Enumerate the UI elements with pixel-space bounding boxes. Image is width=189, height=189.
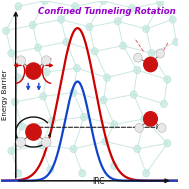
Circle shape bbox=[81, 113, 88, 121]
Circle shape bbox=[144, 57, 157, 72]
Circle shape bbox=[141, 115, 148, 123]
Circle shape bbox=[29, 21, 36, 29]
Text: Energy Barrier: Energy Barrier bbox=[2, 69, 8, 120]
Circle shape bbox=[47, 166, 54, 173]
Circle shape bbox=[63, 38, 70, 46]
Circle shape bbox=[164, 139, 171, 147]
Text: Confined Tunneling Rotation: Confined Tunneling Rotation bbox=[38, 7, 176, 16]
Circle shape bbox=[15, 170, 22, 177]
Circle shape bbox=[128, 5, 136, 12]
Circle shape bbox=[157, 0, 164, 6]
Circle shape bbox=[40, 93, 47, 100]
Circle shape bbox=[102, 138, 109, 145]
Circle shape bbox=[158, 123, 166, 132]
Circle shape bbox=[41, 56, 51, 66]
Circle shape bbox=[134, 53, 142, 62]
Circle shape bbox=[135, 123, 143, 132]
Circle shape bbox=[173, 38, 180, 46]
Circle shape bbox=[26, 124, 41, 140]
Circle shape bbox=[2, 27, 10, 34]
Circle shape bbox=[18, 123, 26, 130]
Circle shape bbox=[111, 121, 118, 128]
Circle shape bbox=[134, 145, 141, 153]
Circle shape bbox=[16, 56, 26, 66]
Circle shape bbox=[26, 63, 41, 79]
Circle shape bbox=[100, 96, 107, 104]
Text: IRC: IRC bbox=[92, 177, 105, 186]
Circle shape bbox=[41, 0, 49, 5]
Circle shape bbox=[156, 49, 164, 58]
Circle shape bbox=[91, 48, 98, 55]
Circle shape bbox=[72, 3, 79, 10]
Circle shape bbox=[160, 100, 167, 108]
Circle shape bbox=[38, 141, 45, 149]
Circle shape bbox=[104, 74, 111, 81]
Circle shape bbox=[114, 18, 121, 25]
Circle shape bbox=[111, 162, 118, 170]
Circle shape bbox=[119, 42, 127, 50]
Circle shape bbox=[143, 25, 150, 33]
Circle shape bbox=[130, 91, 137, 98]
Circle shape bbox=[70, 145, 77, 153]
Circle shape bbox=[134, 66, 141, 74]
Circle shape bbox=[49, 117, 56, 125]
Circle shape bbox=[41, 137, 51, 147]
Circle shape bbox=[57, 16, 64, 23]
Circle shape bbox=[148, 50, 155, 57]
Circle shape bbox=[143, 170, 150, 177]
Circle shape bbox=[15, 3, 22, 10]
Circle shape bbox=[144, 112, 157, 126]
Circle shape bbox=[8, 147, 15, 155]
Circle shape bbox=[70, 89, 77, 96]
Circle shape bbox=[16, 137, 26, 147]
Circle shape bbox=[43, 68, 50, 76]
Circle shape bbox=[34, 44, 41, 51]
Circle shape bbox=[79, 170, 86, 177]
Circle shape bbox=[86, 23, 93, 31]
Circle shape bbox=[15, 74, 22, 81]
Circle shape bbox=[11, 98, 18, 106]
Circle shape bbox=[169, 16, 176, 23]
Circle shape bbox=[100, 0, 107, 5]
Circle shape bbox=[8, 50, 15, 57]
Circle shape bbox=[73, 64, 81, 72]
Circle shape bbox=[164, 76, 171, 83]
